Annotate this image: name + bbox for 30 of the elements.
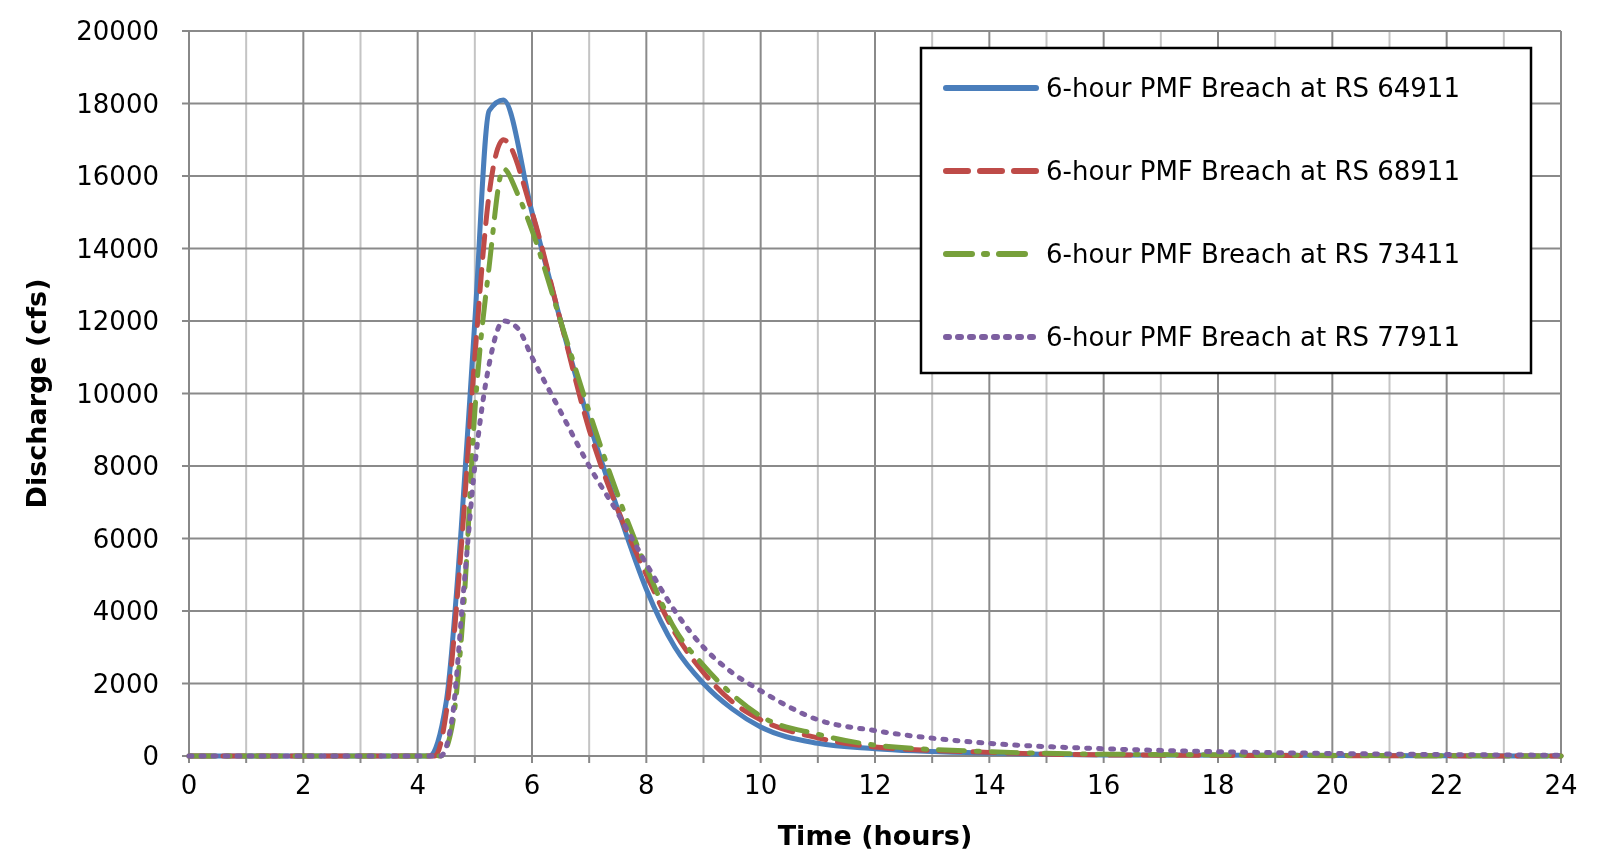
y-tick-label: 14000 [76, 233, 159, 264]
x-tick-label: 2 [295, 770, 312, 800]
y-tick-label: 4000 [92, 596, 159, 627]
y-tick-label: 2000 [92, 668, 159, 699]
x-tick-label: 14 [972, 770, 1006, 800]
y-tick-label: 20000 [76, 16, 159, 47]
y-tick-label: 6000 [92, 523, 159, 554]
y-tick-label: 18000 [76, 88, 159, 119]
x-axis-title: Time (hours) [777, 820, 973, 851]
x-tick-label: 16 [1087, 770, 1121, 800]
x-tick-label: 24 [1544, 770, 1578, 800]
y-tick-label: 0 [142, 741, 159, 772]
x-tick-label: 18 [1201, 770, 1235, 800]
x-tick-label: 6 [523, 770, 541, 800]
x-tick-label: 22 [1430, 770, 1464, 800]
x-tick-label: 20 [1315, 770, 1349, 800]
legend-label: 6-hour PMF Breach at RS 64911 [1046, 73, 1460, 104]
legend-label: 6-hour PMF Breach at RS 73411 [1046, 239, 1460, 270]
y-tick-label: 10000 [76, 378, 159, 409]
x-tick-label: 0 [180, 770, 198, 800]
x-tick-label: 10 [744, 770, 778, 800]
y-tick-label: 8000 [92, 451, 159, 482]
x-tick-label: 12 [858, 770, 892, 800]
x-tick-label: 4 [409, 770, 426, 800]
y-tick-label: 12000 [76, 306, 159, 337]
y-tick-label: 16000 [76, 161, 159, 192]
x-tick-label: 8 [638, 770, 655, 800]
legend-label: 6-hour PMF Breach at RS 77911 [1046, 322, 1460, 353]
y-axis-title: Discharge (cfs) [21, 278, 52, 509]
legend-label: 6-hour PMF Breach at RS 68911 [1046, 156, 1460, 187]
